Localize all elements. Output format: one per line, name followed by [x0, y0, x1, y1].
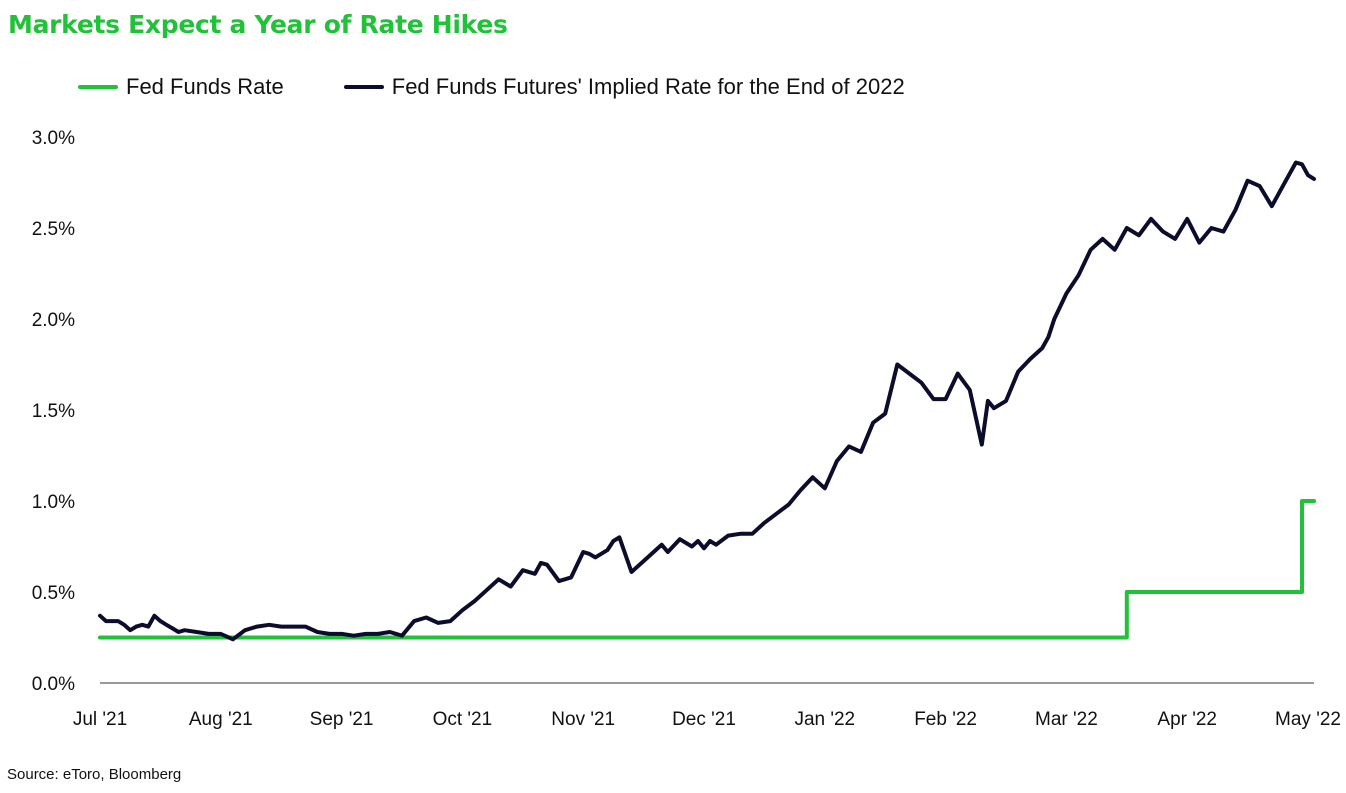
y-tick-label: 0.0% [32, 674, 75, 695]
x-tick-label: Jul '21 [73, 709, 127, 730]
x-tick-label: Jan '22 [794, 709, 855, 730]
x-tick-label: Nov '21 [551, 709, 615, 730]
legend-label-fed-funds: Fed Funds Rate [126, 74, 284, 99]
x-tick-label: Sep '21 [310, 709, 374, 730]
x-tick-label: May '22 [1275, 709, 1341, 730]
x-tick-label: Mar '22 [1035, 709, 1098, 730]
series-futures-implied-rate [98, 160, 1316, 642]
x-tick-label: Dec '21 [672, 709, 736, 730]
legend-swatch-fed-funds [78, 85, 118, 89]
y-tick-label: 3.0% [32, 128, 75, 149]
y-tick-label: 2.0% [32, 310, 75, 331]
x-tick-label: Aug '21 [189, 709, 253, 730]
x-tick-label: Apr '22 [1157, 709, 1217, 730]
x-tick-label: Feb '22 [914, 709, 977, 730]
x-axis: Jul '21 Aug '21 Sep '21 Oct '21 Nov '21 Dec '… [73, 709, 1341, 730]
x-tick-label: Oct '21 [433, 709, 493, 730]
legend-item-futures[interactable]: Fed Funds Futures' Implied Rate for the … [343, 74, 905, 100]
y-tick-label: 2.5% [32, 219, 75, 240]
legend-label-futures: Fed Funds Futures' Implied Rate for the … [391, 74, 905, 99]
legend-swatch-futures [343, 85, 384, 89]
y-tick-label: 1.0% [32, 492, 75, 513]
plot-area [98, 160, 1316, 642]
y-tick-label: 0.5% [32, 583, 75, 604]
source-note: Source: eToro, Bloomberg [7, 766, 182, 783]
chart-legend: Fed Funds Rate Fed Funds Futures' Implie… [78, 74, 965, 100]
y-axis: 0.0% 0.5% 1.0% 1.5% 2.0% 2.5% 3.0% [32, 128, 75, 695]
y-tick-label: 1.5% [32, 401, 75, 422]
legend-item-fed-funds[interactable]: Fed Funds Rate [78, 74, 284, 100]
series-fed-funds-rate [98, 499, 1316, 640]
chart-title: Markets Expect a Year of Rate Hikes [8, 10, 508, 39]
